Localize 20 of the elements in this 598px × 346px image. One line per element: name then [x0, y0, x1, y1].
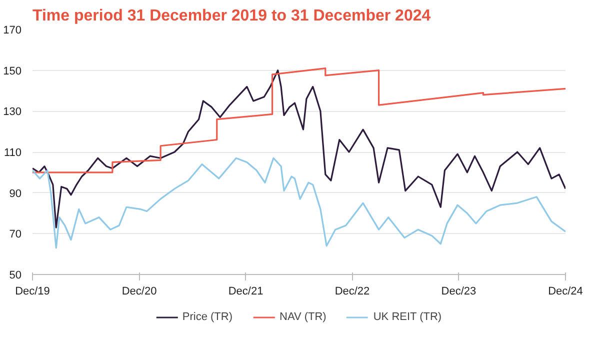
- legend-label: UK REIT (TR): [373, 311, 442, 323]
- x-tick-label: Dec/20: [122, 286, 157, 298]
- x-tick-label: Dec/22: [334, 286, 370, 298]
- x-tick-label: Dec/24: [548, 286, 583, 298]
- y-tick-label: 170: [3, 24, 22, 36]
- line-series: [32, 157, 566, 249]
- y-tick-label: 110: [4, 147, 22, 159]
- x-tick-label: Dec/23: [441, 286, 476, 298]
- line-series: [32, 67, 566, 174]
- y-tick-label: 90: [9, 188, 22, 200]
- y-tick-label: 50: [9, 270, 22, 282]
- legend-label: Price (TR): [182, 311, 232, 323]
- chart-title: Time period 31 December 2019 to 31 December 2024: [32, 8, 431, 24]
- y-tick-label: 150: [3, 65, 22, 78]
- x-tick-label: Dec/21: [228, 286, 264, 298]
- legend-label: NAV (TR): [280, 311, 326, 323]
- line-series: [32, 70, 566, 228]
- x-tick-label: Dec/19: [15, 286, 50, 298]
- y-tick-label: 70: [9, 228, 22, 241]
- y-tick-label: 130: [3, 106, 22, 118]
